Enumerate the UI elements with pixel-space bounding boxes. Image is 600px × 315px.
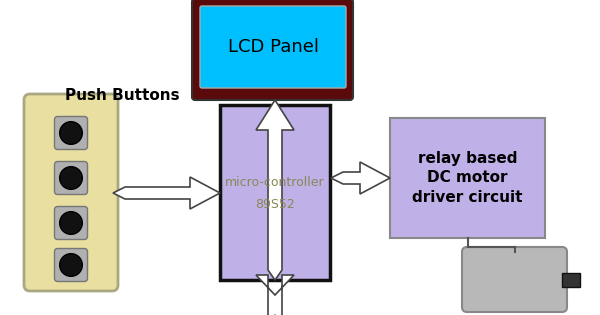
Text: LCD Panel: LCD Panel — [227, 38, 319, 56]
Text: Push Buttons: Push Buttons — [65, 88, 179, 103]
FancyBboxPatch shape — [55, 207, 88, 239]
FancyBboxPatch shape — [200, 6, 346, 88]
FancyBboxPatch shape — [24, 94, 118, 291]
Bar — [220, 105, 330, 280]
Polygon shape — [331, 162, 390, 194]
Bar — [390, 118, 545, 238]
Circle shape — [59, 254, 82, 276]
Circle shape — [59, 167, 82, 189]
FancyBboxPatch shape — [55, 162, 88, 194]
Circle shape — [59, 122, 82, 144]
Polygon shape — [256, 275, 294, 315]
Circle shape — [59, 212, 82, 234]
FancyBboxPatch shape — [55, 249, 88, 282]
Text: relay based
DC motor
driver circuit: relay based DC motor driver circuit — [412, 151, 523, 205]
FancyBboxPatch shape — [462, 247, 567, 312]
Bar — [562, 273, 580, 287]
Text: 89S52: 89S52 — [255, 198, 295, 211]
Polygon shape — [113, 177, 220, 209]
Polygon shape — [256, 100, 294, 280]
Text: micro-controller: micro-controller — [225, 176, 325, 189]
FancyBboxPatch shape — [55, 117, 88, 150]
FancyBboxPatch shape — [192, 0, 353, 100]
